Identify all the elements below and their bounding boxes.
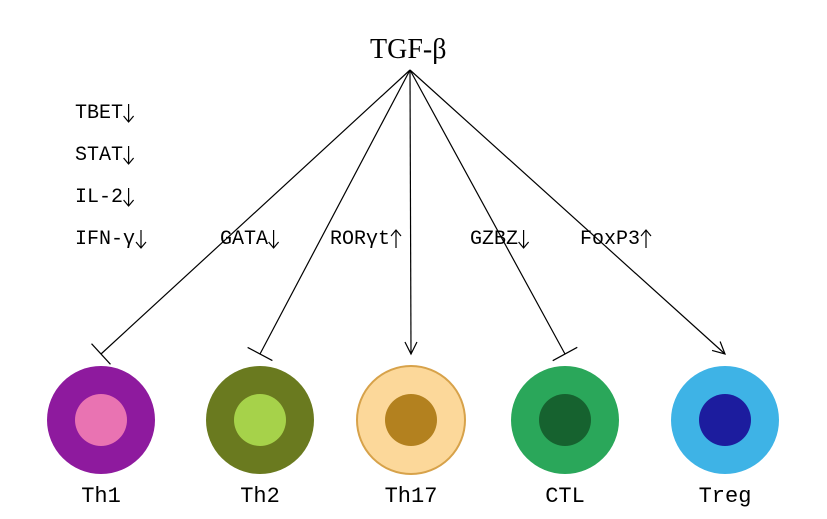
cell-th2 [206,366,314,474]
cell-label-treg: Treg [699,484,752,509]
cell-th17 [357,366,465,474]
cell-label-th1: Th1 [81,484,121,509]
cell-inner-treg [699,394,751,446]
cell-inner-th1 [75,394,127,446]
cell-inner-th17 [385,394,437,446]
cell-inner-th2 [234,394,286,446]
marker-ctl-0: GZBZ [470,228,518,251]
cell-treg [671,366,779,474]
cell-ctl [511,366,619,474]
marker-th1-1: STAT [75,144,123,167]
cell-label-th17: Th17 [385,484,438,509]
cell-th1 [47,366,155,474]
marker-th17-0: RORγt [330,228,390,251]
marker-treg-0: FoxP3 [580,228,640,251]
cell-label-ctl: CTL [545,484,585,509]
marker-th1-0: TBET [75,102,123,125]
diagram-canvas: TGF-β TBET STAT IL-2 IFN-γ Th1 GATA Th2 RORγt Th1… [0,0,827,519]
title-text: TGF-β [370,34,446,65]
marker-th1-2: IL-2 [75,186,123,209]
cell-inner-ctl [539,394,591,446]
marker-th2-0: GATA [220,228,268,251]
marker-th1-3: IFN-γ [75,228,135,251]
cell-label-th2: Th2 [240,484,280,509]
